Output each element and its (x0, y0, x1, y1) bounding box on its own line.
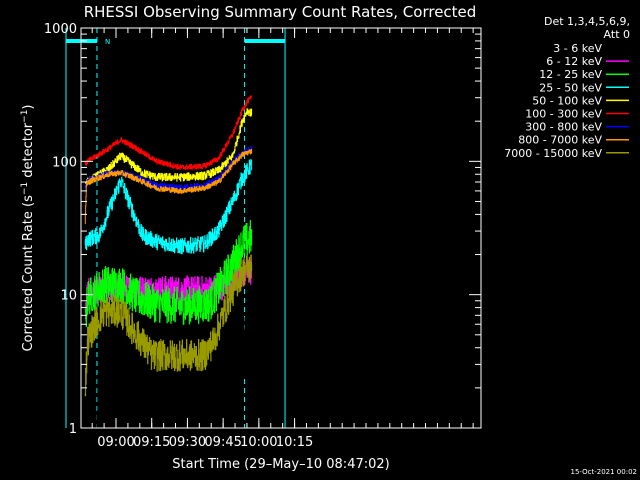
series-line-5 (84, 95, 253, 171)
x-tick-label-2: 09:30 (169, 435, 206, 450)
x-tick-label-5: 10:15 (276, 435, 313, 450)
legend-title-line-1: Det 1,3,4,5,6,9, (544, 15, 630, 28)
y-tick-label-3: 1000 (44, 22, 77, 37)
y-tick-label-1: 10 (60, 289, 77, 304)
night-marker-label: N (105, 38, 110, 46)
series-line-8 (84, 254, 253, 397)
y-tick-label-2: 100 (52, 155, 77, 170)
series-line-7 (84, 148, 253, 225)
legend-label-7: 800 - 7000 keV (518, 134, 602, 147)
series-line-3 (84, 159, 253, 255)
series-line-2 (84, 220, 253, 327)
y-axis-label-sup2: −1 (20, 110, 30, 123)
y-axis-label-mid: detector (21, 122, 36, 182)
x-tick-label-4: 10:00 (240, 435, 277, 450)
x-tick-label-0: 09:00 (97, 435, 134, 450)
y-axis-label-post: ) (21, 104, 36, 109)
legend-label-3: 25 - 50 keV (539, 81, 602, 94)
x-axis-label: Start Time (29–May–10 08:47:02) (172, 457, 389, 472)
legend-label-2: 12 - 25 keV (539, 68, 602, 81)
plot-frame (80, 27, 482, 429)
legend-label-4: 50 - 100 keV (532, 94, 602, 107)
legend-title-line-2: Att 0 (604, 28, 630, 41)
y-tick-label-0: 1 (69, 422, 77, 437)
legend-label-8: 7000 - 15000 keV (504, 147, 602, 160)
footer-date: 15-Oct-2021 00:02 (571, 468, 637, 476)
legend-label-0: 3 - 6 keV (553, 42, 602, 55)
series-line-4 (84, 108, 253, 188)
chart-title: RHESSI Observing Summary Count Rates, Co… (84, 3, 477, 21)
y-axis-label: Corrected Count Rate (s−1 detector−1) (20, 104, 36, 351)
legend-label-6: 300 - 800 keV (525, 121, 602, 134)
x-tick-label-1: 09:15 (133, 435, 170, 450)
y-axis-label-pre: Corrected Count Rate (s (21, 195, 36, 352)
legend-label-1: 6 - 12 keV (546, 55, 602, 68)
legend-label-5: 100 - 300 keV (525, 108, 602, 121)
y-axis-label-sup1: −1 (20, 182, 30, 195)
x-tick-label-3: 09:45 (204, 435, 241, 450)
series-line-6 (84, 145, 253, 190)
